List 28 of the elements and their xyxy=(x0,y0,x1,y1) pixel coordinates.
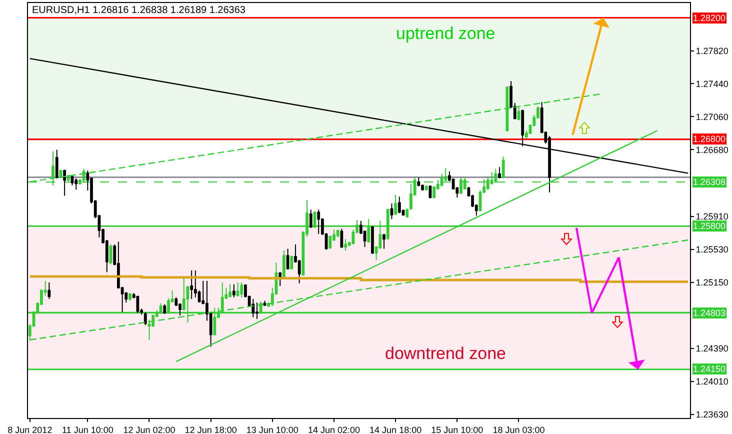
ref-line-label: 1.28200 xyxy=(693,13,726,23)
ref-line-label: 1.24803 xyxy=(693,308,726,318)
band-label: downtrend zone xyxy=(385,344,506,363)
y-tick-label: 1.23630 xyxy=(696,410,728,420)
chart-title: EURUSD,H1 1.26816 1.26838 1.26189 1.26363 xyxy=(32,5,246,16)
y-tick-label: 1.24390 xyxy=(696,344,728,354)
x-tick-label: 12 Jun 18:00 xyxy=(184,424,237,434)
x-tick-label: 11 Jun 10:00 xyxy=(62,424,114,434)
y-tick-label: 1.25150 xyxy=(696,278,728,288)
y-tick-label: 1.24010 xyxy=(696,376,728,387)
y-tick-label: 1.25910 xyxy=(696,212,728,222)
y-tick-label: 1.27060 xyxy=(696,112,728,122)
y-tick-label: 1.27820 xyxy=(696,46,728,56)
x-tick-label: 13 Jun 10:00 xyxy=(246,424,298,434)
y-tick-label: 1.25530 xyxy=(696,244,728,255)
ref-line-label: 1.26308 xyxy=(693,177,726,187)
x-tick-label: 18 Jun 03:00 xyxy=(492,424,545,434)
x-tick-label: 14 Jun 02:00 xyxy=(308,424,360,434)
x-tick-label: 12 Jun 02:00 xyxy=(123,424,176,434)
ref-line-label: 1.25800 xyxy=(693,221,726,231)
y-tick-label: 1.27440 xyxy=(696,78,728,89)
y-tick-label: 1.26680 xyxy=(696,144,728,155)
band-label: uptrend zone xyxy=(396,24,496,43)
x-tick-label: 14 Jun 18:00 xyxy=(370,424,422,434)
x-tick-label: 8 Jun 2012 xyxy=(8,424,52,434)
x-tick-label: 15 Jun 10:00 xyxy=(431,424,484,434)
ref-line-label: 1.26800 xyxy=(693,134,726,144)
ref-line-label: 1.24150 xyxy=(693,364,726,374)
